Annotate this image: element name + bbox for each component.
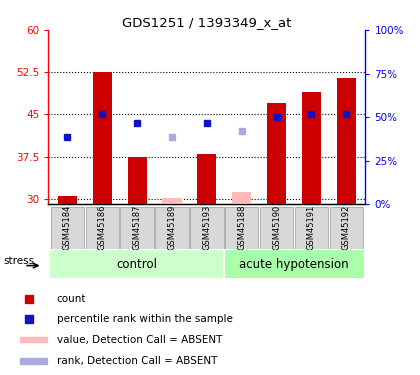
Bar: [155, 207, 189, 249]
Text: acute hypotension: acute hypotension: [239, 258, 349, 271]
Bar: [128, 157, 147, 204]
Bar: [58, 196, 77, 204]
Text: GSM45192: GSM45192: [342, 204, 351, 250]
Bar: [51, 207, 84, 249]
Bar: [121, 207, 154, 249]
Bar: [93, 72, 112, 204]
Bar: [302, 92, 321, 204]
Bar: [295, 207, 328, 249]
Text: value, Detection Call = ABSENT: value, Detection Call = ABSENT: [57, 334, 222, 345]
Text: GSM45187: GSM45187: [133, 204, 142, 250]
Bar: [21, 358, 47, 364]
Bar: [163, 198, 181, 204]
Bar: [232, 192, 251, 204]
Bar: [267, 103, 286, 204]
Bar: [330, 207, 363, 249]
Text: GSM45186: GSM45186: [98, 204, 107, 250]
Bar: [197, 154, 216, 204]
Text: control: control: [117, 258, 158, 271]
Text: GSM45191: GSM45191: [307, 204, 316, 250]
Text: count: count: [57, 294, 86, 304]
Bar: [224, 250, 364, 278]
Text: rank, Detection Call = ABSENT: rank, Detection Call = ABSENT: [57, 356, 217, 366]
Title: GDS1251 / 1393349_x_at: GDS1251 / 1393349_x_at: [122, 16, 291, 29]
Bar: [86, 207, 119, 249]
Bar: [190, 207, 223, 249]
Text: GSM45190: GSM45190: [272, 204, 281, 250]
Text: percentile rank within the sample: percentile rank within the sample: [57, 314, 233, 324]
Text: GSM45188: GSM45188: [237, 204, 246, 250]
Bar: [50, 250, 224, 278]
Text: GSM45189: GSM45189: [168, 204, 176, 250]
Text: stress: stress: [4, 256, 35, 266]
Bar: [260, 207, 293, 249]
Text: GSM45193: GSM45193: [202, 204, 211, 250]
Bar: [337, 78, 356, 204]
Bar: [225, 207, 258, 249]
Text: GSM45184: GSM45184: [63, 204, 72, 250]
Bar: [21, 337, 47, 342]
